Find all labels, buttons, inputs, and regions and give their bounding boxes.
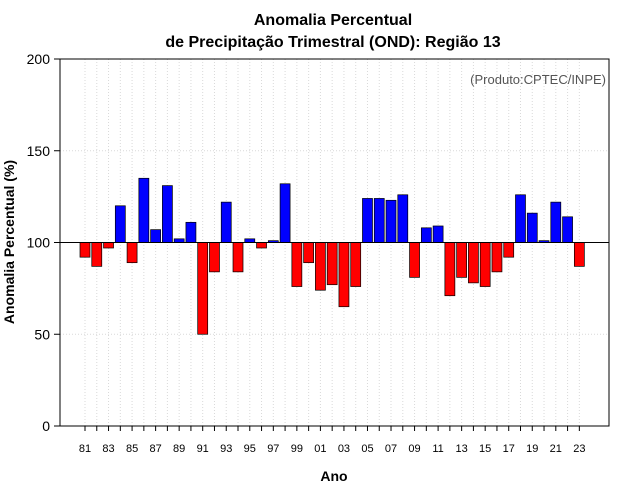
y-tick-label: 0 [42,418,50,434]
bar-2001 [315,242,326,291]
bar-1993 [220,201,232,243]
y-tick-label: 100 [27,235,51,251]
x-tick-label: 19 [526,443,538,455]
bar-2013 [456,242,467,278]
x-tick-label: 09 [408,443,420,455]
x-tick-label: 07 [385,443,397,455]
chart-title-line2: de Precipitação Trimestral (OND): Região… [165,34,500,51]
y-tick-label: 50 [34,326,50,342]
x-tick-label: 23 [573,443,585,455]
x-tick-label: 89 [173,443,185,455]
x-tick-label: 21 [550,443,562,455]
bar-2003 [338,242,350,308]
bar-1992 [209,242,220,273]
bar-1987 [150,229,161,243]
x-tick-label: 81 [79,443,91,455]
bar-2021 [550,201,562,243]
bar-2022 [562,216,573,243]
bar-1995 [244,238,256,243]
credit-label: (Produto:CPTEC/INPE) [470,72,606,87]
bar-1983 [103,242,114,249]
bar-2010 [420,227,432,243]
bar-2017 [503,242,515,258]
bar-2009 [409,242,420,278]
x-tick-label: 15 [479,443,491,455]
x-tick-label: 87 [149,443,161,455]
x-tick-label: 11 [432,443,443,455]
x-tick-label: 17 [503,443,515,455]
bar-2018 [515,194,526,243]
chart-title-line1: Anomalia Percentual [254,12,412,29]
bar-2007 [385,199,397,243]
y-axis: 0 50 100 150 200 [27,51,60,434]
x-tick-label: 01 [314,443,326,455]
bar-2000 [303,242,314,264]
bar-2019 [526,212,538,243]
y-tick-label: 150 [27,143,51,159]
bar-1996 [256,242,267,249]
x-axis: 81 83 85 87 89 91 93 95 97 99 01 03 05 07 09 11 13 15 17 19… [79,426,585,455]
y-axis-label: Anomalia Percentual (%) [1,160,17,324]
x-tick-label: 03 [338,443,350,455]
bar-1988 [162,185,173,243]
bar-1989 [173,238,185,243]
bar-1998 [279,183,291,243]
bar-2004 [350,242,362,287]
bars [79,177,585,335]
bar-2006 [373,198,385,243]
bar-2016 [491,242,503,273]
x-tick-label: 95 [244,443,256,455]
x-tick-label: 99 [291,443,303,455]
bar-1990 [185,221,197,243]
bar-2011 [432,225,444,243]
bar-1986 [138,177,150,243]
bar-2015 [479,242,491,287]
bar-2005 [362,198,373,243]
bar-1981 [79,242,91,258]
bar-1985 [126,242,138,264]
bar-2014 [468,242,479,284]
bar-2002 [326,242,338,286]
bar-1999 [291,242,303,287]
x-tick-label: 93 [220,443,232,455]
bar-1982 [91,242,103,267]
x-tick-label: 13 [456,443,468,455]
bar-2008 [397,194,409,243]
bar-2023 [573,242,585,267]
bar-1984 [114,205,126,243]
x-tick-label: 83 [102,443,114,455]
x-tick-label: 97 [267,443,279,455]
bar-1991 [197,242,209,335]
bar-2012 [444,242,456,297]
x-tick-label: 85 [126,443,138,455]
x-axis-label: Ano [320,468,347,484]
y-tick-label: 200 [27,51,51,67]
bar-1994 [232,242,244,273]
x-tick-label: 05 [361,443,373,455]
x-tick-label: 91 [197,443,209,455]
